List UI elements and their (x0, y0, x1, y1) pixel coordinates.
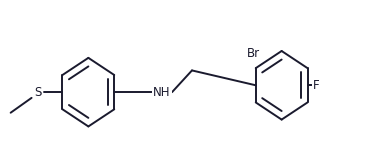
Text: NH: NH (153, 86, 171, 99)
Text: F: F (313, 79, 319, 92)
Text: Br: Br (247, 47, 260, 60)
Text: S: S (34, 86, 41, 99)
